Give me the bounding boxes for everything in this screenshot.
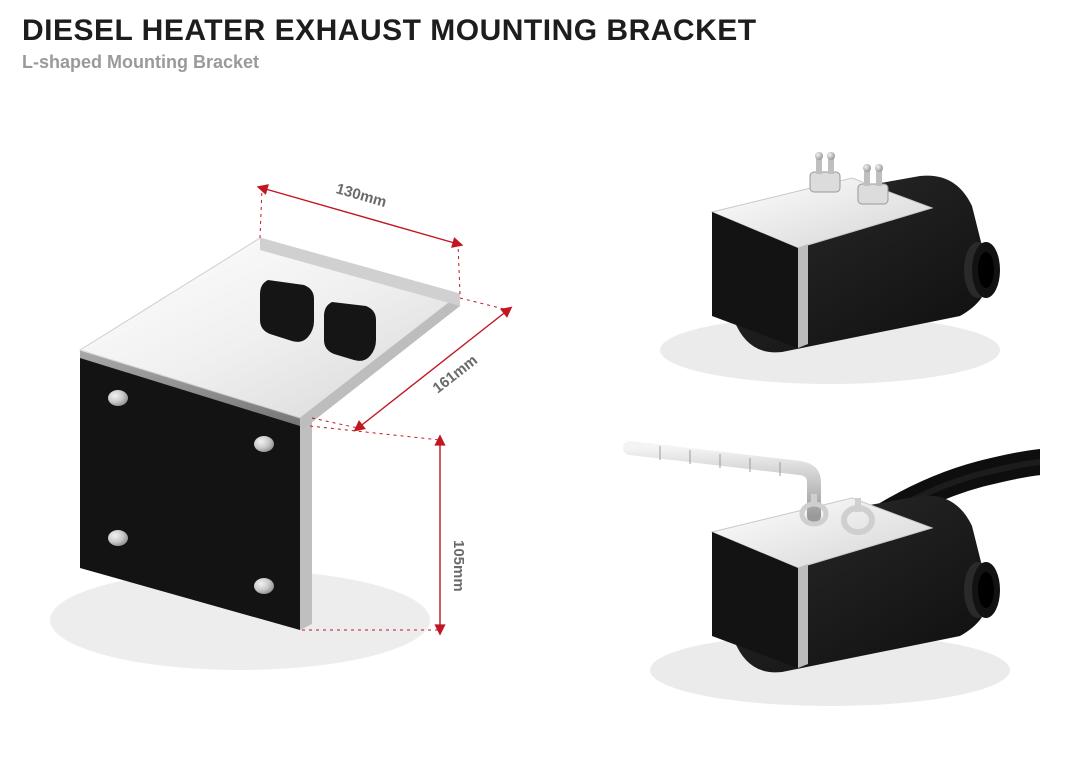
page-subtitle: L-shaped Mounting Bracket (22, 52, 259, 73)
assembly-view-top (600, 120, 1040, 400)
dim-width-label: 130mm (334, 180, 388, 211)
dim-depth-label: 161mm (430, 352, 481, 397)
page-title: DIESEL HEATER EXHAUST MOUNTING BRACKET (22, 14, 757, 48)
main-bracket-view: 130mm 161mm 105mm (40, 130, 560, 690)
dim-height-label: 105mm (450, 540, 467, 592)
assembly-view-bottom (600, 420, 1040, 720)
